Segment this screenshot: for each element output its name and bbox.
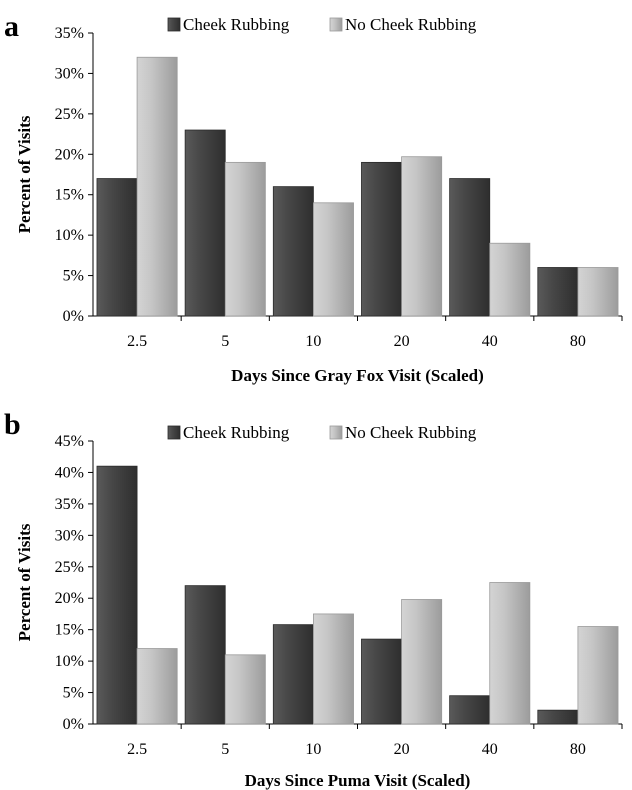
bar-no-cheek-rubbing-40 — [489, 242, 531, 317]
x-axis-title: Days Since Puma Visit (Scaled) — [245, 771, 471, 790]
bar-cheek-rubbing-20 — [361, 161, 402, 317]
legend-swatch-no-cheek-rubbing — [329, 425, 343, 440]
x-tick-label: 20 — [394, 741, 410, 758]
y-tick-label: 45% — [55, 433, 84, 450]
bar-no-cheek-rubbing-5 — [224, 654, 266, 725]
legend-swatch-cheek-rubbing — [167, 17, 181, 32]
y-tick-label: 20% — [55, 146, 84, 163]
x-tick-label: 5 — [221, 333, 229, 350]
legend-swatch-cheek-rubbing — [167, 425, 181, 440]
bar-cheek-rubbing-80 — [537, 267, 579, 317]
chart-panel-b: b 0% 5% 10% 15% 20% 25% 30% 35% 40% 45% 2.5 5 10 20 40 8… — [4, 408, 623, 790]
bar-no-cheek-rubbing-5 — [224, 161, 266, 317]
y-tick-label: 10% — [55, 227, 84, 244]
bar-no-cheek-rubbing-20 — [401, 599, 443, 725]
x-tick-label: 40 — [482, 741, 498, 758]
chart-panel-a: a 0% 5% 10% 15% 20% 25% 30% 35% 2.5 5 10 20 40 80 Days … — [4, 10, 623, 385]
panel-label: b — [4, 408, 21, 441]
legend-swatch-no-cheek-rubbing — [329, 17, 343, 32]
bar-no-cheek-rubbing-80 — [577, 626, 619, 725]
y-tick-label: 0% — [63, 716, 84, 733]
x-tick-label: 10 — [305, 333, 321, 350]
bar-no-cheek-rubbing-2-5 — [136, 648, 178, 725]
y-tick-label: 10% — [55, 653, 84, 670]
x-tick-label: 10 — [305, 741, 321, 758]
bar-cheek-rubbing-40 — [449, 695, 491, 725]
x-tick-label: 40 — [482, 333, 498, 350]
bar-no-cheek-rubbing-2-5 — [136, 56, 178, 317]
bar-cheek-rubbing-5 — [184, 129, 226, 317]
x-tick-label: 80 — [570, 333, 586, 350]
y-tick-label: 0% — [63, 308, 84, 325]
y-tick-label: 35% — [55, 496, 84, 513]
y-tick-label: 25% — [55, 559, 84, 576]
y-tick-label: 25% — [55, 106, 84, 123]
y-tick-label: 40% — [55, 464, 84, 481]
bar-cheek-rubbing-5 — [184, 585, 226, 725]
bar-cheek-rubbing-40 — [449, 178, 491, 317]
y-tick-label: 30% — [55, 65, 84, 82]
legend-label-no-cheek-rubbing: No Cheek Rubbing — [345, 15, 477, 34]
x-tick-label: 20 — [394, 333, 410, 350]
y-tick-label: 20% — [55, 590, 84, 607]
legend-label-no-cheek-rubbing: No Cheek Rubbing — [345, 423, 477, 442]
bar-cheek-rubbing-10 — [272, 624, 314, 725]
bar-no-cheek-rubbing-80 — [577, 267, 619, 317]
x-tick-label: 80 — [570, 741, 586, 758]
bar-cheek-rubbing-10 — [272, 186, 314, 317]
y-tick-label: 5% — [63, 685, 84, 702]
bar-no-cheek-rubbing-20 — [401, 156, 443, 317]
legend-label-cheek-rubbing: Cheek Rubbing — [183, 423, 290, 442]
y-tick-label: 15% — [55, 622, 84, 639]
bar-no-cheek-rubbing-40 — [489, 582, 531, 725]
y-axis-title: Percent of Visits — [15, 523, 34, 641]
legend-label-cheek-rubbing: Cheek Rubbing — [183, 15, 290, 34]
x-tick-label: 2.5 — [127, 333, 147, 350]
y-axis-title: Percent of Visits — [15, 115, 34, 233]
bar-cheek-rubbing-80 — [537, 709, 579, 725]
bar-no-cheek-rubbing-10 — [313, 202, 354, 317]
y-tick-label: 35% — [55, 25, 84, 42]
panel-label: a — [4, 10, 19, 43]
bar-no-cheek-rubbing-10 — [313, 613, 354, 725]
bar-cheek-rubbing-2-5 — [96, 465, 138, 725]
y-tick-label: 15% — [55, 187, 84, 204]
x-tick-label: 5 — [221, 741, 229, 758]
y-tick-label: 30% — [55, 527, 84, 544]
bar-cheek-rubbing-2-5 — [96, 178, 138, 317]
y-tick-label: 5% — [63, 268, 84, 285]
x-axis-title: Days Since Gray Fox Visit (Scaled) — [231, 366, 484, 385]
x-tick-label: 2.5 — [127, 741, 147, 758]
bar-cheek-rubbing-20 — [361, 638, 402, 725]
